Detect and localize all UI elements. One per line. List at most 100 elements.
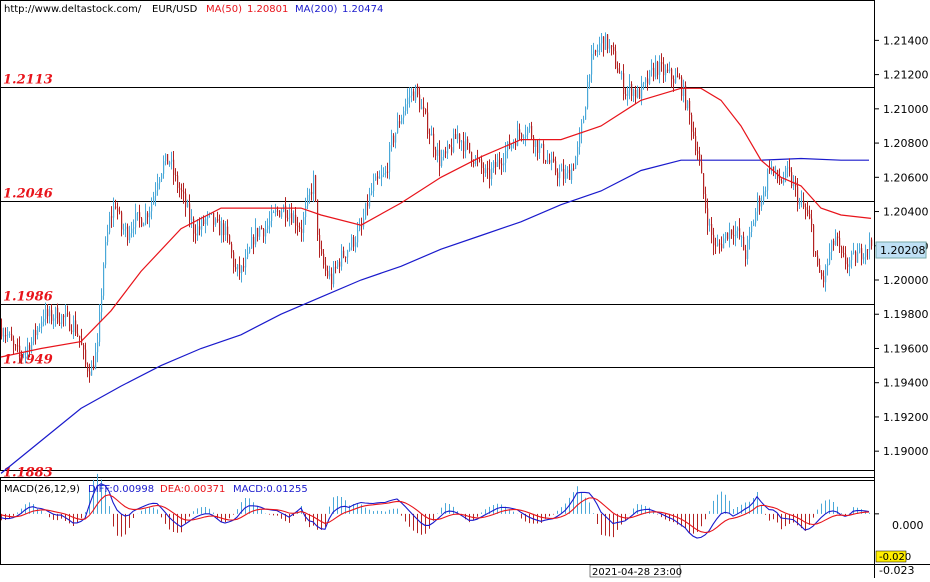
candle-body bbox=[343, 250, 345, 257]
candle-body bbox=[235, 267, 237, 270]
candle-body bbox=[441, 157, 443, 167]
candle-body bbox=[489, 169, 491, 179]
candle-body bbox=[19, 345, 21, 354]
candle-body bbox=[563, 168, 565, 179]
candle-body bbox=[505, 150, 507, 163]
candle-body bbox=[789, 167, 791, 173]
site-url: http://www.deltastock.com/ bbox=[4, 4, 142, 15]
candle-body bbox=[747, 239, 749, 259]
candle-body bbox=[51, 310, 53, 321]
candle-body bbox=[659, 61, 661, 75]
candle-body bbox=[587, 81, 589, 108]
candle-body bbox=[159, 179, 161, 184]
candle-body bbox=[721, 244, 723, 249]
y-tick-label-4: 1.20600 bbox=[883, 171, 929, 184]
candle-body bbox=[227, 226, 229, 236]
candle-body bbox=[267, 225, 269, 230]
candle-body bbox=[545, 160, 547, 163]
candle-body bbox=[455, 134, 457, 139]
candle-body bbox=[529, 125, 531, 129]
candle-body bbox=[707, 208, 709, 226]
candle-body bbox=[389, 145, 391, 172]
candle-body bbox=[733, 234, 735, 237]
candle-body bbox=[141, 218, 143, 227]
candle-body bbox=[261, 227, 263, 229]
candle-body bbox=[405, 104, 407, 112]
candle-body bbox=[305, 206, 307, 218]
candle-body bbox=[839, 237, 841, 248]
candle-body bbox=[91, 365, 93, 376]
candle-body bbox=[731, 229, 733, 235]
candle-body bbox=[543, 144, 545, 161]
levels-layer: 1.2113 1.2046 1.1986 1.1949 1.1883 bbox=[0, 73, 874, 481]
candle-body bbox=[61, 315, 63, 324]
candles-layer bbox=[1, 32, 873, 383]
candle-body bbox=[501, 163, 503, 166]
candle-body bbox=[647, 78, 649, 84]
candle-body bbox=[411, 91, 413, 96]
candle-body bbox=[717, 243, 719, 246]
candle-body bbox=[79, 335, 81, 339]
candle-body bbox=[533, 137, 535, 147]
candle-body bbox=[315, 175, 317, 200]
candle-body bbox=[525, 134, 527, 138]
candle-body bbox=[155, 190, 157, 197]
candle-body bbox=[399, 121, 401, 124]
candle-body bbox=[757, 197, 759, 212]
candle-body bbox=[685, 85, 687, 109]
candle-body bbox=[687, 101, 689, 109]
candle-body bbox=[695, 136, 697, 151]
candle-body bbox=[185, 193, 187, 207]
candle-body bbox=[445, 151, 447, 154]
candle-body bbox=[667, 69, 669, 72]
candle-body bbox=[397, 121, 399, 133]
candle-body bbox=[661, 61, 663, 65]
candle-body bbox=[859, 248, 861, 253]
candle-body bbox=[39, 327, 41, 329]
candle-body bbox=[609, 45, 611, 49]
candle-body bbox=[309, 191, 311, 195]
y-tick-label-12: 1.19000 bbox=[883, 445, 929, 458]
candle-body bbox=[625, 93, 627, 96]
candle-body bbox=[269, 221, 271, 226]
candle-body bbox=[541, 144, 543, 146]
candle-body bbox=[847, 264, 849, 267]
candle-body bbox=[557, 172, 559, 179]
level-label-4: 1.1883 bbox=[3, 466, 53, 481]
candle-body bbox=[459, 133, 461, 143]
candle-body bbox=[117, 208, 119, 212]
candle-body bbox=[605, 34, 607, 50]
candle-body bbox=[759, 197, 761, 207]
candle-body bbox=[293, 214, 295, 223]
candle-body bbox=[111, 216, 113, 218]
candle-body bbox=[507, 141, 509, 151]
candle-body bbox=[289, 213, 291, 219]
symbol-label: EUR/USD bbox=[152, 4, 198, 15]
main-panel-frame bbox=[0, 0, 875, 471]
candle-body bbox=[439, 149, 441, 167]
candle-body bbox=[373, 180, 375, 191]
candle-body bbox=[837, 236, 839, 238]
candle-body bbox=[423, 106, 425, 109]
candle-body bbox=[793, 181, 795, 187]
candle-body bbox=[83, 344, 85, 350]
candle-body bbox=[569, 169, 571, 180]
level-label-1: 1.2046 bbox=[3, 187, 53, 202]
candle-body bbox=[829, 251, 831, 264]
candle-body bbox=[3, 335, 5, 337]
candle-body bbox=[377, 176, 379, 179]
candle-body bbox=[651, 67, 653, 71]
candle-body bbox=[1, 327, 3, 337]
candle-body bbox=[769, 169, 771, 171]
candle-body bbox=[279, 210, 281, 217]
y-tick-label-11: 1.19200 bbox=[883, 411, 929, 424]
candle-body bbox=[431, 133, 433, 136]
candle-body bbox=[113, 206, 115, 218]
candle-body bbox=[787, 167, 789, 169]
candle-body bbox=[65, 313, 67, 318]
candle-body bbox=[55, 307, 57, 319]
candle-body bbox=[641, 83, 643, 99]
candle-body bbox=[395, 132, 397, 143]
candle-body bbox=[277, 210, 279, 212]
